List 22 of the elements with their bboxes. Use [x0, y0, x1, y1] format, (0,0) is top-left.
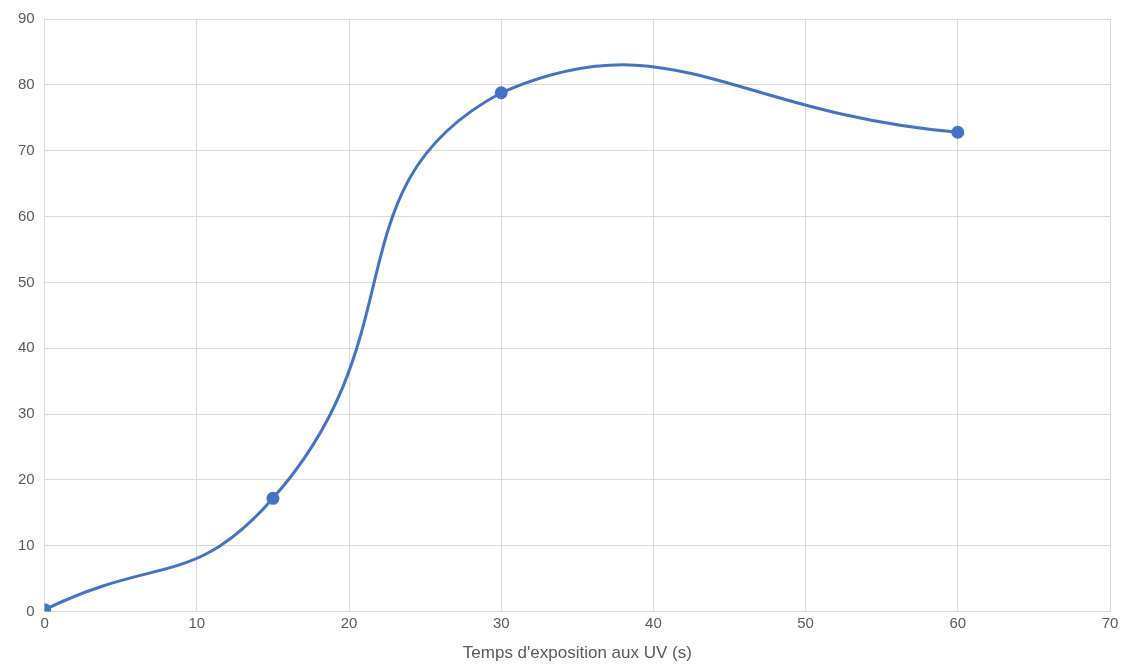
x-tick-label: 30 — [492, 613, 510, 631]
y-tick-label: 10 — [18, 535, 35, 553]
x-tick-label: 70 — [1101, 613, 1119, 631]
y-tick-label: 70 — [18, 140, 35, 158]
x-tick-label: 40 — [645, 613, 662, 631]
x-tick-label: 0 — [40, 613, 49, 631]
point — [266, 491, 280, 505]
x-tick-label: 10 — [188, 613, 206, 631]
point — [494, 86, 508, 100]
y-tick-label: 60 — [18, 206, 35, 224]
x-axis-title: Temps d'exposition aux UV (s) — [462, 643, 692, 663]
y-tick-label: 50 — [18, 272, 35, 290]
y-tick-label: 90 — [18, 9, 35, 27]
y-tick-label: 40 — [18, 338, 35, 356]
y-tick-label: 30 — [18, 404, 35, 422]
y-tick-label: 20 — [18, 470, 35, 488]
x-tick-label: 50 — [797, 613, 814, 631]
x-tick-label: 60 — [949, 613, 967, 631]
y-tick-label: 0 — [26, 601, 35, 619]
y-tick-label: 80 — [18, 74, 35, 92]
x-tick-label: 20 — [340, 613, 358, 631]
point — [951, 125, 965, 139]
